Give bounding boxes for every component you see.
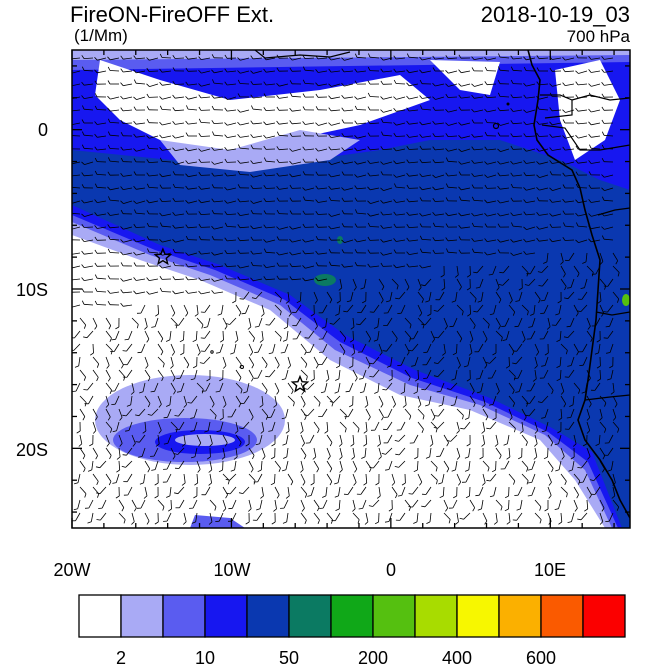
island-2 [507, 103, 510, 106]
lat-label-20s: 20S [0, 440, 48, 461]
colorbar-swatch [121, 595, 163, 637]
colorbar-swatch [247, 595, 289, 637]
colorbar-swatch [331, 595, 373, 637]
colorbar-label-400: 400 [442, 648, 472, 669]
colorbar-label-600: 600 [526, 648, 556, 669]
lon-label-10e: 10E [534, 560, 566, 581]
colorbar-label-200: 200 [358, 648, 388, 669]
colorbar-swatch [541, 595, 583, 637]
map-field [69, 50, 631, 528]
colorbar-swatch [163, 595, 205, 637]
lon-label-0: 0 [386, 560, 396, 581]
field-green-speck-3 [622, 294, 630, 306]
lon-label-20w: 20W [53, 560, 90, 581]
colorbar-label-2: 2 [116, 648, 126, 669]
colorbar-swatch [499, 595, 541, 637]
colorbar [79, 595, 625, 637]
colorbar-label-50: 50 [279, 648, 299, 669]
colorbar-swatch [373, 595, 415, 637]
colorbar-swatch [415, 595, 457, 637]
colorbar-label-10: 10 [195, 648, 215, 669]
colorbar-swatch [583, 595, 625, 637]
lon-label-10w: 10W [213, 560, 250, 581]
colorbar-swatch [457, 595, 499, 637]
lat-label-0: 0 [0, 120, 48, 141]
colorbar-swatch [289, 595, 331, 637]
colorbar-swatch [205, 595, 247, 637]
colorbar-swatch [79, 595, 121, 637]
lat-label-10s: 10S [0, 280, 48, 301]
